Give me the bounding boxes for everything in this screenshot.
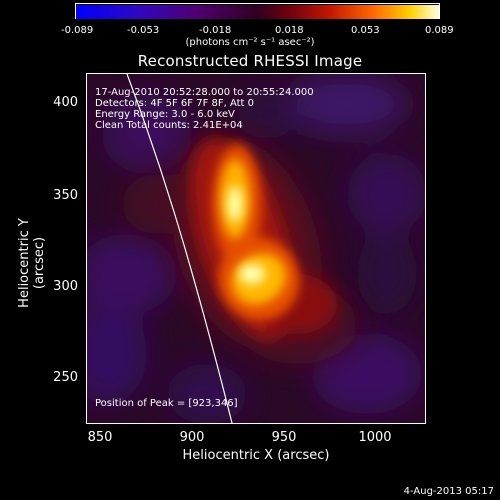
colorbar-tick: -0.089 (61, 25, 94, 36)
info-clean: Clean Total counts: 2.41E+04 (95, 120, 243, 131)
y-tick: 350 (53, 188, 78, 203)
colorbar-tick: 0.018 (275, 25, 304, 36)
colorbar-tick: 0.053 (351, 25, 380, 36)
colorbar-units: (photons cm⁻² s⁻¹ asec⁻²) (185, 37, 315, 48)
y-tick: 400 (53, 95, 78, 110)
image-title: Reconstructed RHESSI Image (137, 52, 363, 70)
colorbar-tick: 0.089 (425, 25, 454, 36)
info-energy: Energy Range: 3.0 - 6.0 keV (95, 109, 235, 120)
y-tick: 250 (53, 370, 78, 385)
source-core (227, 186, 265, 284)
solar-limb (126, 74, 233, 423)
info-time: 17-Aug-2010 20:52:28.000 to 20:55:24.000 (95, 87, 314, 98)
flare-map (87, 74, 425, 423)
x-tick: 1000 (358, 430, 392, 445)
peak-position: Position of Peak = [923,346] (95, 398, 238, 409)
render-timestamp: 4-Aug-2013 05:17 (403, 486, 494, 497)
colorbar-gradient (76, 5, 439, 19)
background-noise (87, 74, 425, 423)
y-tick: 300 (53, 279, 78, 294)
y-axis-label: Heliocentric Y (arcsec) (17, 218, 47, 308)
rhessi-image: 17-Aug-2010 20:52:28.000 to 20:55:24.000… (86, 73, 426, 424)
x-tick: 850 (87, 430, 113, 445)
info-detectors: Detectors: 4F 5F 6F 7F 8F, Att 0 (95, 98, 255, 109)
x-tick: 900 (179, 430, 205, 445)
colorbar-tick: -0.053 (127, 25, 160, 36)
colorbar (75, 3, 440, 19)
x-axis-label: Heliocentric X (arcsec) (182, 448, 330, 463)
colorbar-tick: -0.018 (199, 25, 232, 36)
x-tick: 950 (271, 430, 297, 445)
